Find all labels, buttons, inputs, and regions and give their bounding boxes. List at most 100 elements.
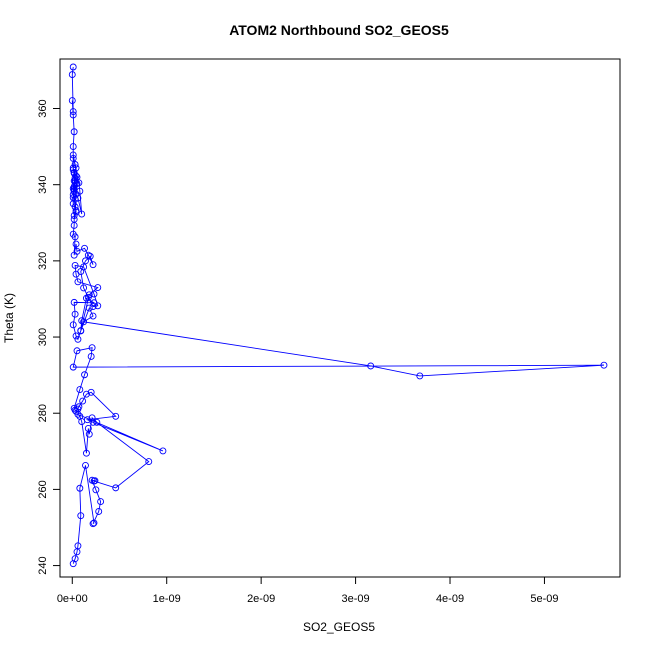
data-point [89, 303, 97, 311]
y-tick-label: 280 [37, 404, 49, 422]
data-point [70, 298, 78, 306]
x-tick-label: 4e-09 [436, 593, 464, 605]
data-point [82, 390, 90, 398]
data-point [88, 414, 96, 422]
data-point [80, 318, 88, 326]
x-tick-label: 2e-09 [247, 593, 275, 605]
data-point [84, 251, 92, 259]
data-point [159, 447, 167, 455]
plot-area-frame [59, 58, 621, 578]
data-point [69, 63, 77, 71]
data-point [74, 278, 82, 286]
y-tick-label: 320 [37, 252, 49, 270]
data-point [87, 388, 95, 396]
data-point [82, 449, 90, 457]
data-point [68, 97, 76, 104]
data-point [89, 261, 97, 269]
y-tick-label: 340 [37, 176, 49, 194]
data-point [69, 321, 77, 329]
data-point [93, 418, 101, 426]
data-point [69, 363, 77, 371]
data-point [83, 416, 91, 424]
data-point [89, 312, 97, 320]
data-point [145, 458, 153, 466]
data-point [416, 372, 424, 380]
data-point [82, 461, 89, 469]
data-point [86, 252, 94, 260]
x-tick-label: 0e+00 [57, 593, 88, 605]
data-series [68, 63, 608, 568]
data-point [69, 164, 77, 172]
data-point [88, 344, 96, 352]
data-point [69, 151, 77, 159]
y-tick-label: 300 [37, 328, 49, 346]
x-axis: 0e+00 1e-09 2e-09 3e-09 4e-09 5e-09 [57, 576, 559, 605]
data-point [69, 108, 77, 116]
data-point [70, 128, 78, 136]
data-point [70, 404, 78, 412]
data-point [69, 230, 77, 238]
data-point [76, 412, 84, 420]
x-axis-label: SO2_GEOS5 [303, 620, 375, 634]
data-point [81, 244, 89, 252]
data-point [69, 194, 77, 202]
data-point [71, 261, 79, 269]
data-point [90, 290, 98, 298]
data-point [68, 71, 76, 79]
data-point [69, 111, 77, 119]
data-point [77, 268, 85, 275]
data-point [73, 347, 81, 355]
data-point [79, 397, 87, 405]
chart-title: ATOM2 Northbound SO2_GEOS5 [229, 22, 449, 38]
data-point [74, 542, 82, 550]
data-point [84, 425, 92, 432]
data-point [82, 257, 89, 265]
data-point [72, 332, 80, 340]
data-point [72, 240, 80, 248]
data-point [80, 284, 88, 292]
y-axis: 240 260 280 300 320 340 360 [37, 99, 61, 575]
data-point [94, 284, 102, 291]
x-tick-label: 5e-09 [530, 593, 558, 605]
data-point [71, 310, 79, 318]
y-tick-label: 360 [37, 99, 49, 117]
data-point [600, 361, 608, 369]
data-point [69, 154, 77, 162]
data-point [76, 386, 84, 394]
data-point [75, 179, 83, 187]
data-point [74, 194, 82, 202]
data-point [72, 172, 80, 180]
data-point [87, 353, 95, 360]
data-point [71, 177, 79, 184]
data-point [112, 484, 120, 492]
x-tick-label: 1e-09 [153, 593, 181, 605]
data-point [71, 555, 79, 563]
data-point [78, 317, 86, 325]
data-point [70, 185, 78, 193]
data-point [92, 486, 100, 494]
data-point [77, 512, 85, 520]
data-point [85, 304, 93, 312]
data-point [112, 412, 120, 420]
data-point [78, 210, 86, 218]
y-tick-label: 260 [37, 480, 49, 498]
data-point [70, 169, 78, 176]
data-point [89, 520, 97, 528]
x-tick-label: 3e-09 [342, 593, 370, 605]
y-tick-label: 240 [37, 556, 49, 574]
data-point [90, 519, 98, 527]
data-point [74, 335, 82, 343]
data-point [70, 251, 78, 259]
data-point [71, 203, 79, 211]
data-point [97, 498, 105, 506]
data-point [70, 215, 78, 223]
data-point [367, 362, 375, 370]
data-point [89, 418, 97, 426]
data-point [71, 178, 79, 186]
data-point [95, 508, 103, 515]
data-point [94, 302, 102, 310]
data-point [90, 477, 98, 485]
data-point [84, 293, 92, 301]
y-axis-label: Theta (K) [2, 293, 16, 343]
